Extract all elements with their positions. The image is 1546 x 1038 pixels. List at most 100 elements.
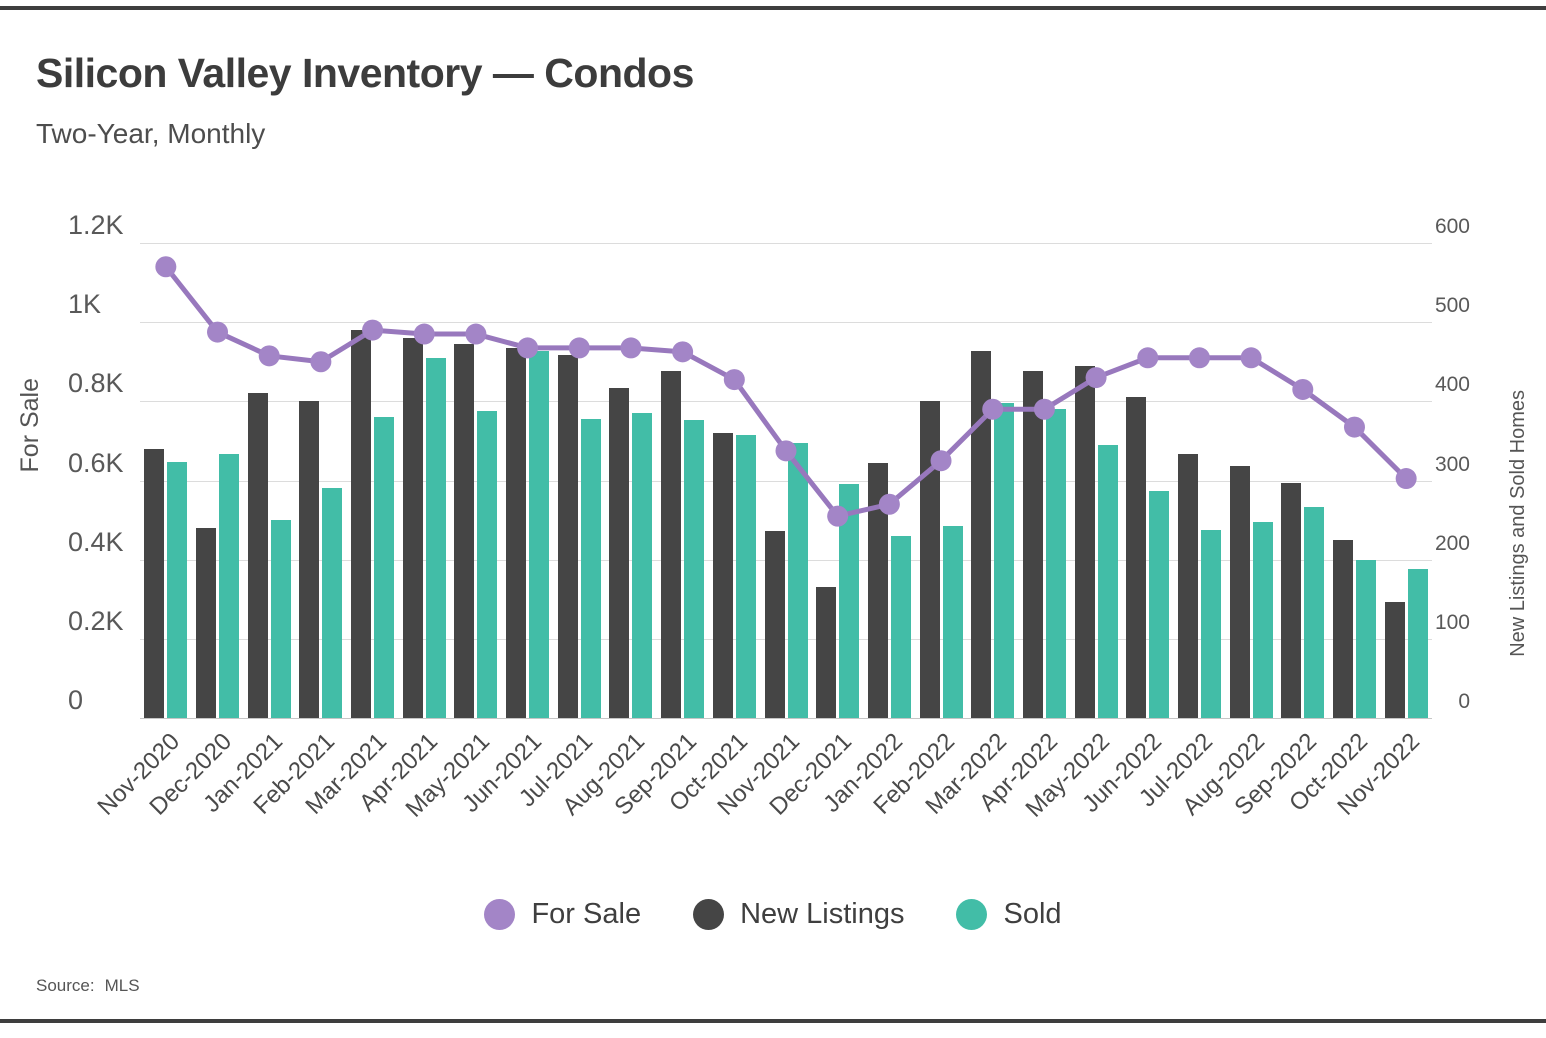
page-subtitle: Two-Year, Monthly	[36, 118, 266, 149]
bar-sold-Aug-2022[interactable]	[1252, 521, 1273, 718]
for-sale-point-Dec-2020[interactable]	[207, 321, 229, 343]
bar-sold-Mar-2021[interactable]	[374, 417, 395, 718]
for-sale-point-Sep-2022[interactable]	[1292, 378, 1314, 400]
bar-new-listings-Jan-2021[interactable]	[247, 393, 268, 718]
for-sale-point-Sep-2021[interactable]	[672, 341, 694, 363]
for-sale-point-Nov-2022[interactable]	[1395, 468, 1417, 490]
bar-sold-Sep-2021[interactable]	[684, 420, 705, 718]
right-axis-tick: 300	[1434, 452, 1470, 476]
right-axis-tick: 100	[1434, 610, 1470, 634]
bar-sold-Jul-2021[interactable]	[580, 418, 601, 718]
bar-new-listings-Dec-2021[interactable]	[816, 587, 837, 718]
bar-new-listings-Mar-2021[interactable]	[351, 330, 372, 718]
for-sale-line	[163, 265, 1408, 519]
for-sale-point-May-2022[interactable]	[1085, 367, 1107, 389]
legend-item-new-listings[interactable]: New Listings	[693, 898, 904, 931]
for-sale-point-Jul-2021[interactable]	[568, 337, 590, 359]
sold-swatch-icon	[956, 899, 988, 930]
bar-sold-Jan-2021[interactable]	[270, 520, 291, 718]
bar-sold-Nov-2020[interactable]	[167, 461, 188, 718]
bar-sold-Jul-2022[interactable]	[1200, 530, 1221, 718]
bar-new-listings-Feb-2021[interactable]	[299, 401, 320, 718]
bar-new-listings-Jan-2022[interactable]	[867, 463, 888, 718]
right-axis-tick: 0	[1458, 690, 1470, 713]
bar-sold-Apr-2021[interactable]	[425, 357, 446, 718]
bar-sold-Jan-2022[interactable]	[890, 535, 911, 718]
bar-sold-Dec-2020[interactable]	[219, 453, 240, 718]
bar-new-listings-Oct-2021[interactable]	[712, 433, 733, 718]
bar-new-listings-Jul-2021[interactable]	[557, 355, 578, 718]
gridline-500	[140, 322, 1432, 324]
bar-sold-Mar-2022[interactable]	[994, 402, 1015, 718]
bar-new-listings-Mar-2022[interactable]	[971, 351, 992, 718]
gridline-200	[140, 559, 1432, 561]
bar-new-listings-May-2022[interactable]	[1074, 365, 1095, 718]
bar-sold-Dec-2021[interactable]	[839, 483, 860, 718]
gridline-0	[140, 718, 1432, 719]
bar-sold-Oct-2021[interactable]	[735, 434, 756, 718]
right-axis-title: New Listings and Sold Homes	[1507, 390, 1529, 657]
bar-sold-Nov-2022[interactable]	[1407, 569, 1428, 718]
for-sale-point-Jun-2022[interactable]	[1137, 347, 1159, 369]
bar-new-listings-Dec-2020[interactable]	[196, 528, 217, 718]
bar-sold-May-2021[interactable]	[477, 410, 498, 718]
source-value: MLS	[104, 976, 140, 995]
bar-new-listings-Sep-2021[interactable]	[661, 371, 682, 718]
for-sale-point-Jul-2022[interactable]	[1188, 347, 1210, 369]
left-axis-title: For Sale	[16, 378, 44, 473]
bar-sold-Aug-2021[interactable]	[632, 413, 653, 718]
for-sale-point-Aug-2021[interactable]	[620, 337, 642, 359]
for-sale-point-Mar-2022[interactable]	[982, 398, 1004, 420]
right-axis-tick: 600	[1434, 215, 1470, 238]
left-axis-tick: 0.4K	[68, 526, 124, 557]
bar-new-listings-Apr-2022[interactable]	[1022, 371, 1043, 718]
for-sale-point-Jan-2021[interactable]	[258, 345, 280, 367]
bar-new-listings-Jun-2022[interactable]	[1126, 396, 1147, 718]
legend-label: Sold	[1003, 898, 1062, 930]
bar-sold-Feb-2021[interactable]	[322, 488, 343, 718]
for-sale-point-Dec-2021[interactable]	[827, 505, 849, 527]
bar-new-listings-Feb-2022[interactable]	[919, 401, 940, 718]
bar-sold-Jun-2021[interactable]	[529, 350, 550, 718]
bar-new-listings-Jun-2021[interactable]	[506, 347, 527, 718]
bar-sold-Apr-2022[interactable]	[1045, 409, 1066, 718]
source-label: Source:	[36, 976, 95, 995]
for-sale-point-Nov-2020[interactable]	[155, 256, 177, 278]
for-sale-point-Oct-2021[interactable]	[723, 369, 745, 391]
for-sale-point-Nov-2021[interactable]	[775, 440, 797, 462]
legend-label: New Listings	[740, 898, 905, 930]
bar-new-listings-Nov-2022[interactable]	[1384, 601, 1405, 718]
for-sale-point-Jan-2022[interactable]	[878, 493, 900, 515]
for-sale-point-Feb-2021[interactable]	[310, 351, 332, 373]
bar-sold-Feb-2022[interactable]	[942, 525, 963, 718]
bar-sold-May-2022[interactable]	[1097, 444, 1118, 718]
bar-sold-Sep-2022[interactable]	[1304, 507, 1325, 718]
legend-item-sold[interactable]: Sold	[956, 898, 1062, 931]
bar-new-listings-Aug-2022[interactable]	[1229, 466, 1250, 718]
bar-new-listings-Sep-2022[interactable]	[1281, 482, 1302, 718]
bar-new-listings-Aug-2021[interactable]	[609, 387, 630, 718]
for-sale-point-Apr-2022[interactable]	[1033, 398, 1055, 420]
bar-new-listings-Jul-2022[interactable]	[1177, 453, 1198, 718]
source-note: Source: MLS	[36, 976, 150, 996]
for-sale-point-Apr-2021[interactable]	[413, 323, 435, 345]
for-sale-point-Aug-2022[interactable]	[1240, 347, 1262, 369]
bar-sold-Oct-2022[interactable]	[1355, 559, 1376, 718]
bar-new-listings-Apr-2021[interactable]	[402, 338, 423, 718]
for-sale-point-Feb-2022[interactable]	[930, 450, 952, 472]
legend-item-for-sale[interactable]: For Sale	[484, 898, 641, 931]
bar-sold-Nov-2021[interactable]	[787, 442, 808, 718]
bottom-divider	[0, 1019, 1546, 1023]
for-sale-point-Mar-2021[interactable]	[362, 319, 384, 341]
chart-legend: For Sale New Listings Sold	[0, 898, 1546, 931]
bar-sold-Jun-2022[interactable]	[1149, 490, 1170, 718]
bar-new-listings-Oct-2022[interactable]	[1332, 539, 1353, 718]
bar-new-listings-Nov-2021[interactable]	[764, 531, 785, 718]
bar-new-listings-May-2021[interactable]	[454, 344, 475, 718]
bar-new-listings-Nov-2020[interactable]	[144, 448, 165, 718]
for-sale-point-Oct-2022[interactable]	[1343, 416, 1365, 438]
left-axis-tick: 0.6K	[68, 447, 124, 478]
for-sale-point-Jun-2021[interactable]	[517, 337, 539, 359]
for-sale-point-May-2021[interactable]	[465, 323, 487, 345]
